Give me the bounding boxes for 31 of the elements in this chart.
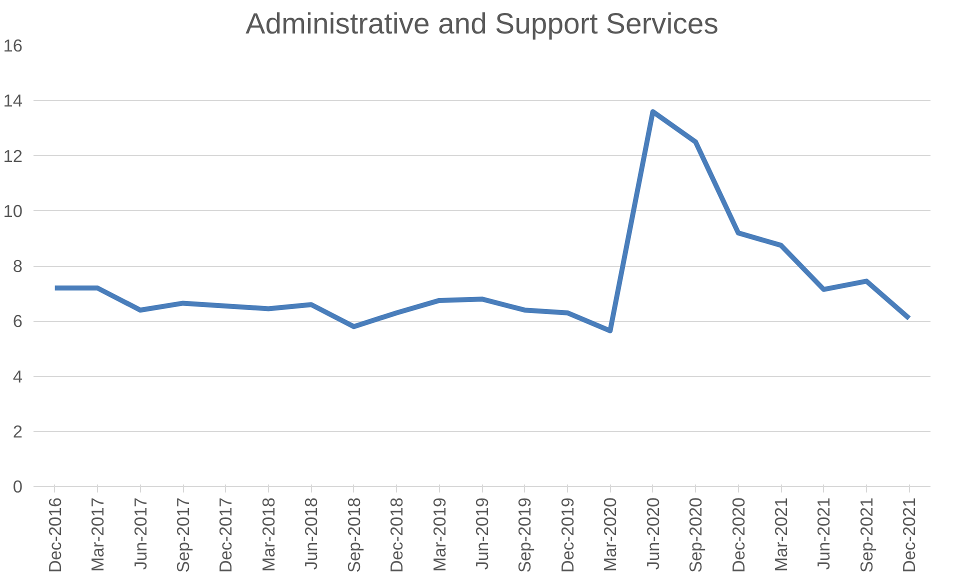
x-tick-label: Mar-2020 [600,497,620,572]
x-tick-label: Dec-2018 [386,497,407,573]
x-tick-label: Sep-2019 [514,497,535,573]
x-tick-label: Sep-2020 [686,497,706,573]
x-tick-label: Sep-2018 [344,497,364,573]
chart-title: Administrative and Support Services [246,8,718,40]
y-tick-label: 8 [12,256,23,276]
x-tick-label: Jun-2019 [472,497,492,570]
x-tick-label: Sep-2021 [856,497,876,573]
y-tick-label: 2 [12,421,23,442]
x-tick-label: Dec-2020 [728,497,748,573]
y-tick-label: 12 [3,146,23,166]
x-tick-label: Jun-2018 [301,497,322,570]
x-tick-label: Sep-2017 [173,497,193,573]
y-tick-label: 6 [12,311,23,332]
y-tick-label: 0 [12,476,23,496]
x-tick-label: Dec-2021 [899,497,920,573]
x-tick-label: Mar-2017 [88,497,108,572]
x-tick-label: Mar-2018 [258,497,278,572]
y-tick-label: 10 [3,200,23,221]
x-tick-label: Jun-2020 [642,497,663,570]
x-tick-label: Mar-2021 [771,497,791,572]
x-tick-label: Jun-2021 [814,497,834,570]
x-tick-label: Mar-2019 [429,497,450,572]
x-tick-label: Dec-2019 [557,497,578,573]
y-tick-label: 4 [12,366,23,386]
y-tick-label: 14 [3,90,23,111]
x-tick-label: Jun-2017 [130,497,150,570]
y-tick-label: 16 [3,36,23,56]
x-tick-label: Dec-2017 [216,497,236,573]
x-tick-label: Dec-2016 [44,497,65,573]
